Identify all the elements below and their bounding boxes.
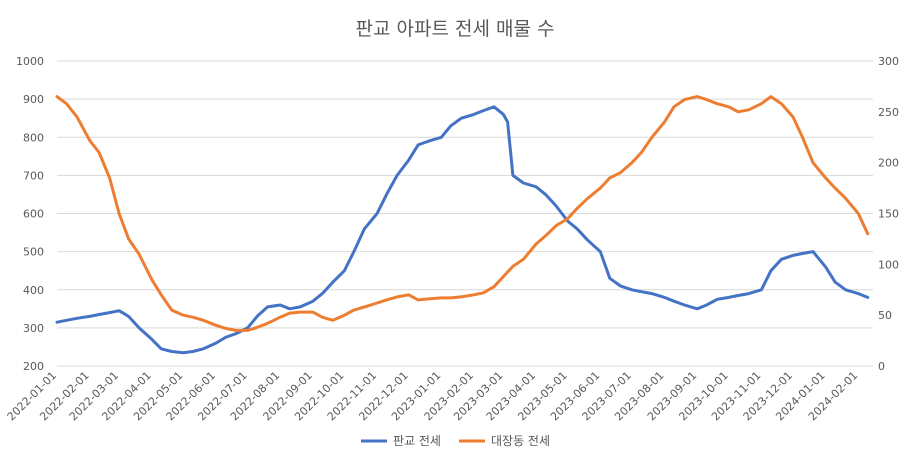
series-line-pangyo <box>55 105 870 355</box>
right-tick-label: 0 <box>878 360 885 373</box>
right-tick-label: 50 <box>878 309 892 322</box>
right-axis-ticks: 0 50 100 150 200 250 300 <box>878 55 899 373</box>
right-tick-label: 150 <box>878 208 899 221</box>
left-axis-ticks: 200 300 400 500 600 700 800 900 1000 <box>16 55 44 373</box>
legend: 판교 전세 대장동 전세 <box>361 434 550 448</box>
left-tick-label: 600 <box>23 208 44 221</box>
left-tick-label: 400 <box>23 284 44 297</box>
right-tick-label: 200 <box>878 157 899 170</box>
right-tick-label: 300 <box>878 55 899 68</box>
right-tick-label: 100 <box>878 258 899 271</box>
left-tick-label: 700 <box>23 169 44 182</box>
gridlines <box>57 60 873 367</box>
left-tick-label: 200 <box>23 360 44 373</box>
legend-label-pangyo: 판교 전세 <box>393 434 441 448</box>
series-line-daejang <box>55 95 870 332</box>
series-lines <box>55 95 870 355</box>
left-tick-label: 1000 <box>16 55 44 68</box>
left-tick-label: 900 <box>23 93 44 106</box>
right-tick-label: 250 <box>878 106 899 119</box>
left-tick-label: 800 <box>23 131 44 144</box>
chart-title: 판교 아파트 전세 매물 수 <box>356 18 555 40</box>
left-tick-label: 300 <box>23 322 44 335</box>
legend-label-daejang: 대장동 전세 <box>491 434 550 448</box>
left-tick-label: 500 <box>23 246 44 259</box>
